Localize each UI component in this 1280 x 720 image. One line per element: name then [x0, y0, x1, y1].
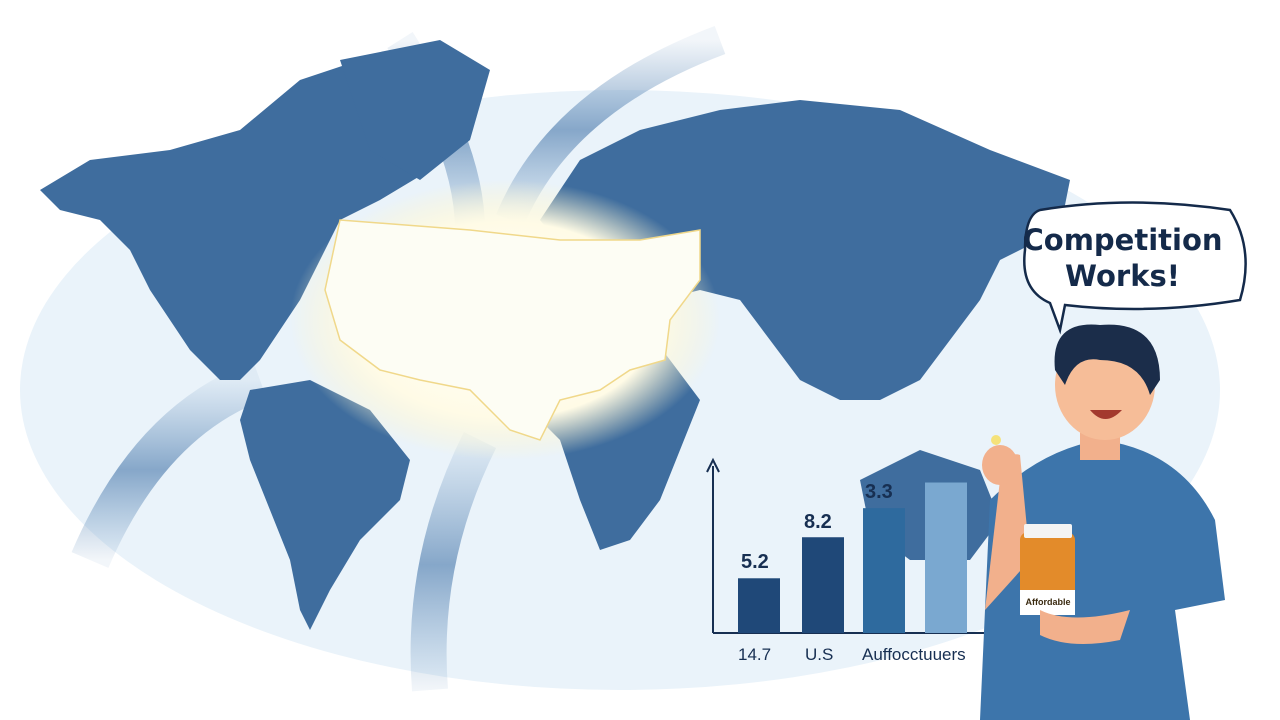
- trade-streak: [410, 431, 497, 692]
- trade-streak: [71, 361, 268, 568]
- continent-north-america: [40, 50, 470, 380]
- pill: [991, 435, 1001, 445]
- speech-bubble-text: Competition Works!: [1010, 222, 1235, 294]
- hair: [1054, 324, 1160, 395]
- chart-bar: [802, 537, 844, 633]
- continent-eurasia: [540, 100, 1070, 400]
- chart-bar: [863, 508, 905, 633]
- bottle-label: Affordable: [1025, 597, 1071, 607]
- bar-value-label: 5.2: [741, 551, 769, 573]
- hand-pill: [982, 445, 1018, 485]
- speech-bubble: [1023, 201, 1247, 335]
- speech-line-1: Competition: [1022, 223, 1223, 257]
- speech-line-2: Works!: [1065, 259, 1180, 293]
- bar-value-label: 8.2: [804, 511, 832, 533]
- mouth: [1090, 410, 1122, 419]
- x-tick-label: Auffocctuuers: [862, 645, 966, 664]
- continent-south-america: [240, 380, 410, 630]
- bar-value-label: 3.3: [865, 481, 893, 503]
- continent-greenland: [340, 40, 490, 180]
- chart-bar: [925, 482, 967, 633]
- person-illustration: [980, 324, 1225, 720]
- hand-bottle: [1040, 610, 1130, 644]
- chart-bar: [738, 578, 780, 633]
- shirt: [980, 440, 1225, 720]
- x-tick-label: 14.7: [738, 645, 772, 664]
- raised-arm: [985, 454, 1030, 610]
- x-tick-label: U.S: [805, 645, 834, 664]
- highlighted-united-states: [324, 219, 701, 441]
